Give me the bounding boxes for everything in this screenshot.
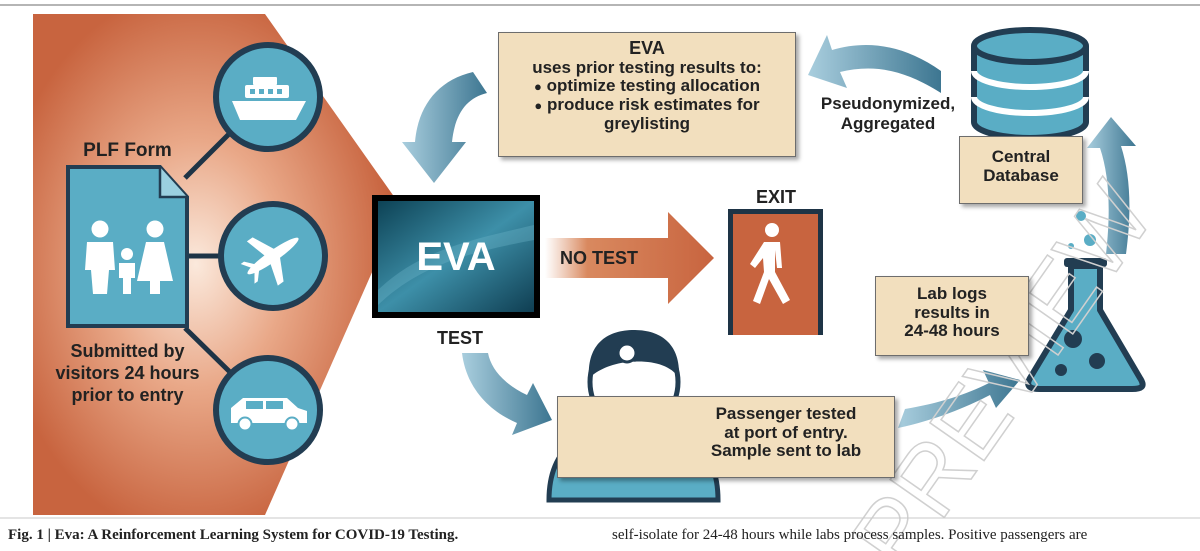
arrow-passenger-to-lab — [898, 370, 1020, 428]
lab-logs-line: 24-48 hours — [904, 321, 1000, 341]
arrow-lab-to-database — [1087, 117, 1136, 254]
central-database-line: Database — [983, 165, 1059, 185]
lab-logs-line: results in — [914, 302, 990, 322]
passenger-tested-box: Passenger tested at port of entry. Sampl… — [557, 396, 895, 478]
submitted-line: visitors 24 hours — [55, 363, 200, 383]
body-text-fragment: self-isolate for 24-48 hours while labs … — [612, 527, 1088, 543]
ship-icon — [232, 77, 306, 120]
airplane-icon — [240, 237, 299, 286]
eva-info-bullet-item: ● optimize testing allocation — [499, 77, 795, 96]
eva-info-bullet-item: ● produce risk estimates for — [499, 95, 795, 115]
pseudonymized-line: Aggregated — [840, 114, 936, 133]
plane-circle — [218, 201, 328, 311]
pseudonymized-line: Pseudonymized, — [820, 94, 956, 113]
no-test-label: NO TEST — [560, 248, 639, 268]
lab-logs-box: Lab logs results in 24-48 hours — [875, 276, 1029, 356]
bullet-icon: ● — [533, 79, 542, 95]
submitted-line: Submitted by — [70, 341, 185, 361]
lab-logs-line: Lab logs — [917, 284, 987, 303]
eva-info-line: uses prior testing results to: — [532, 57, 762, 77]
family-icon — [85, 220, 173, 294]
suv-icon — [231, 398, 307, 432]
flask-icon — [1025, 211, 1146, 392]
walking-person-icon — [750, 223, 790, 304]
ship-circle — [213, 42, 323, 152]
database-cylinder-icon — [971, 27, 1089, 141]
bullet-icon: ● — [534, 98, 543, 114]
arrow-database-to-eva-info — [808, 35, 941, 93]
eva-screen: EVA — [372, 195, 540, 318]
eva-info-line: produce risk estimates for — [547, 95, 760, 115]
pseudonymized-label: Pseudonymized, Aggregated — [808, 94, 968, 134]
submitted-line: prior to entry — [71, 385, 184, 405]
passenger-tested-line: Sample sent to lab — [710, 441, 862, 461]
test-label: TEST — [436, 328, 483, 348]
eva-info-box: EVA uses prior testing results to: ● opt… — [498, 32, 796, 157]
plf-form-document — [66, 165, 189, 328]
exit-door — [728, 209, 823, 335]
central-database-line: Central — [991, 147, 1051, 166]
eva-info-title: EVA — [629, 38, 665, 58]
passenger-tested-line: at port of entry. — [724, 422, 848, 442]
no-test-arrow — [545, 212, 714, 304]
eva-logo-text: EVA — [416, 235, 495, 279]
test-arrow — [462, 353, 552, 435]
figure-caption: Fig. 1 | Eva: A Reinforcement Learning S… — [8, 527, 459, 543]
passenger-tested-line: Passenger tested — [715, 404, 857, 423]
exit-label: EXIT — [755, 187, 796, 207]
car-circle — [213, 355, 323, 465]
submitted-text: Submitted by visitors 24 hours prior to … — [45, 340, 210, 406]
central-database-box: Central Database — [959, 136, 1083, 204]
arrow-eva-info-to-screen — [402, 72, 487, 183]
plf-form-label: PLF Form — [83, 140, 172, 161]
eva-info-line: greylisting — [604, 113, 690, 133]
eva-info-line: optimize testing allocation — [546, 76, 761, 96]
